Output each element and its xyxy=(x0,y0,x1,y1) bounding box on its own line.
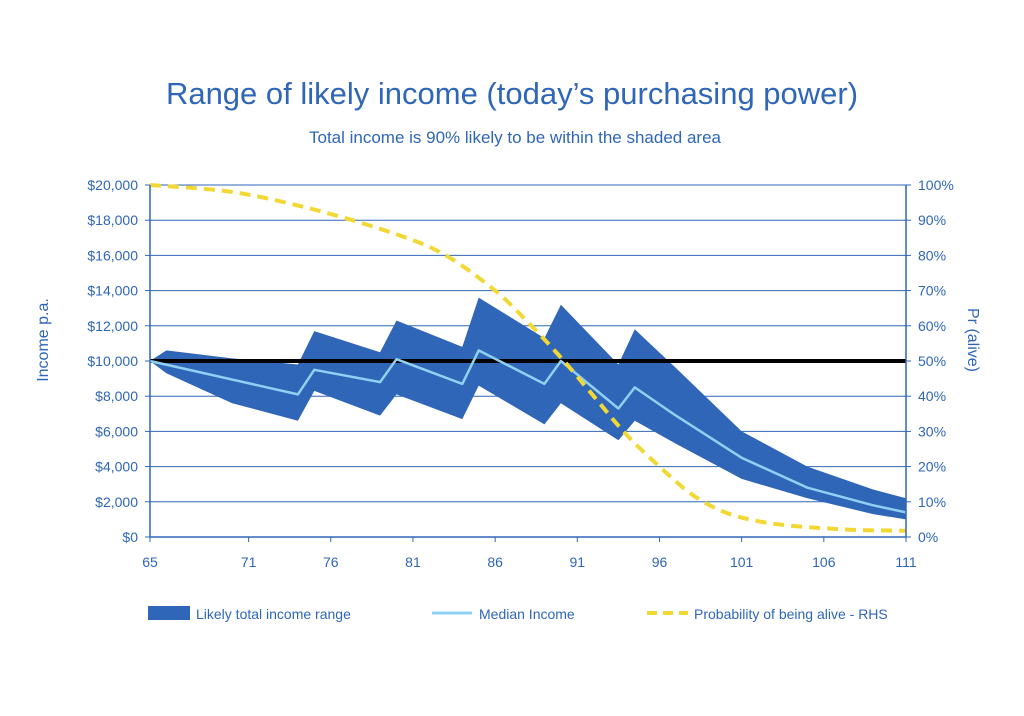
y-tick-label-4: $8,000 xyxy=(95,388,138,404)
y-tick-label-5: $10,000 xyxy=(87,353,138,369)
y-tick-label-2: $4,000 xyxy=(95,459,138,475)
x-tick-label-5: 91 xyxy=(570,554,586,570)
x-axis-ticks: 65 71 76 81 86 91 96 101 106 111 xyxy=(142,537,917,570)
y2-axis-title: Pr (alive) xyxy=(964,308,981,372)
right-axis-ticks: 0% 10% 20% 30% 40% 50% 60% 70% 80% 90% 100% xyxy=(906,177,954,545)
y-tick-label-3: $6,000 xyxy=(95,423,138,439)
chart-subtitle: Total income is 90% likely to be within … xyxy=(309,128,722,147)
y2-tick-label-1: 10% xyxy=(918,494,946,510)
income-range-band xyxy=(150,297,906,520)
y2-tick-label-7: 70% xyxy=(918,283,946,299)
median-income-line xyxy=(149,349,907,514)
y-tick-label-0: $0 xyxy=(122,529,138,545)
y-tick-label-7: $14,000 xyxy=(87,283,138,299)
y-tick-label-10: $20,000 xyxy=(87,177,138,193)
income-band-series xyxy=(150,297,906,520)
x-tick-label-7: 101 xyxy=(730,554,754,570)
legend-label-median: Median Income xyxy=(479,606,575,622)
y2-tick-label-3: 30% xyxy=(918,423,946,439)
chart-title: Range of likely income (today’s purchasi… xyxy=(166,76,858,111)
x-tick-label-9: 111 xyxy=(895,554,916,570)
legend: Likely total income range Median Income … xyxy=(148,606,888,622)
y2-tick-label-10: 100% xyxy=(918,177,954,193)
alive-series xyxy=(149,183,907,533)
x-tick-label-3: 81 xyxy=(405,554,421,570)
y2-tick-label-2: 20% xyxy=(918,459,946,475)
left-axis-ticks: $0 $2,000 $4,000 $6,000 $8,000 $10,000 $12,000… xyxy=(87,177,150,545)
legend-label-band: Likely total income range xyxy=(196,606,351,622)
y2-tick-label-9: 90% xyxy=(918,212,946,228)
median-series xyxy=(149,349,907,514)
y2-tick-label-4: 40% xyxy=(918,388,946,404)
y-tick-label-1: $2,000 xyxy=(95,494,138,510)
probability-alive-line xyxy=(149,183,907,533)
x-tick-label-0: 65 xyxy=(142,554,158,570)
y-tick-label-6: $12,000 xyxy=(87,318,138,334)
x-tick-label-8: 106 xyxy=(812,554,836,570)
y2-tick-label-0: 0% xyxy=(918,529,938,545)
legend-label-alive: Probability of being alive - RHS xyxy=(694,606,888,622)
x-tick-label-4: 86 xyxy=(487,554,503,570)
x-tick-label-2: 76 xyxy=(323,554,339,570)
legend-swatch-band xyxy=(148,606,190,620)
x-tick-label-6: 96 xyxy=(652,554,668,570)
y-tick-label-9: $18,000 xyxy=(87,212,138,228)
y-tick-label-8: $16,000 xyxy=(87,247,138,263)
y2-tick-label-8: 80% xyxy=(918,247,946,263)
y-axis-title: Income p.a. xyxy=(35,298,52,382)
y2-tick-label-5: 50% xyxy=(918,353,946,369)
y2-tick-label-6: 60% xyxy=(918,318,946,334)
x-tick-label-1: 71 xyxy=(241,554,257,570)
